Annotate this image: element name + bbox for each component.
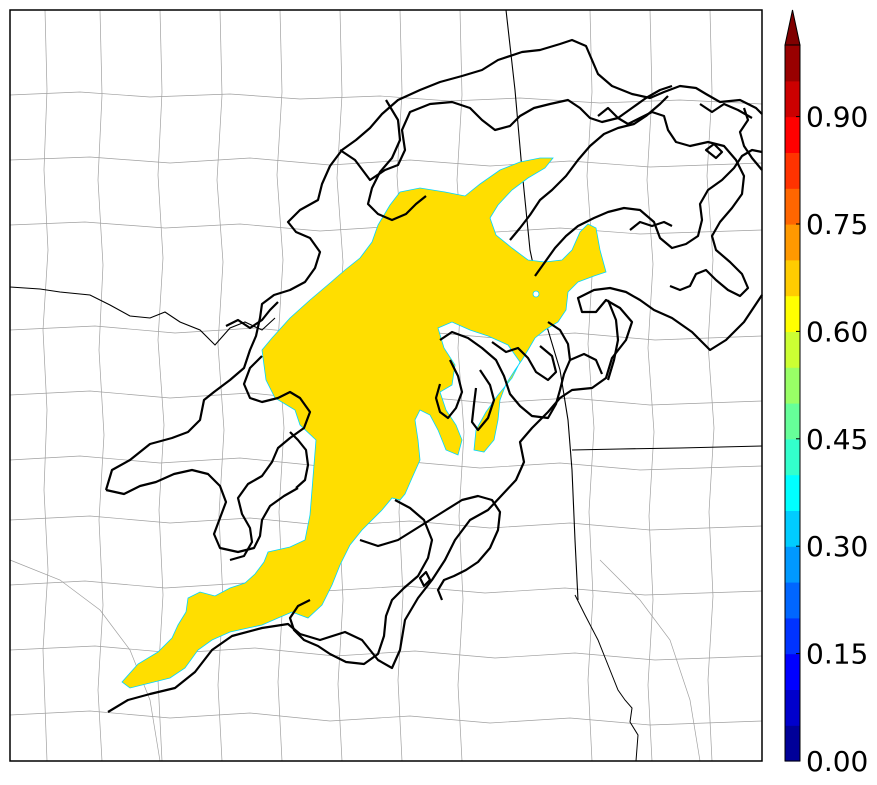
colorbar-level-17 [785,116,800,153]
colorbar-tick-label: 0.90 [806,101,868,134]
colorbar-swatches [785,45,800,762]
map-panel [9,9,763,762]
shaded-field-hole [532,290,540,298]
colorbar-tick-label: 0.45 [806,423,868,456]
colorbar-level-11 [785,331,800,368]
colorbar-level-18 [785,80,800,118]
colorbar-level-12 [785,295,800,332]
colorbar-level-6 [785,510,800,547]
colorbar-tick-label: 0.00 [806,745,868,778]
state-boundaries [9,9,763,601]
colorbar-level-4 [785,582,800,619]
colorbar-level-15 [785,188,800,225]
colorbar-level-19 [785,45,800,82]
river [574,594,639,762]
colorbar-tick-label: 0.30 [806,530,868,563]
colorbar-level-8 [785,438,800,476]
colorbar-level-7 [785,474,800,511]
colorbar-ticks: 0.00 0.15 0.30 0.45 0.60 0.75 0.90 [796,101,868,778]
colorbar-level-10 [785,367,800,404]
colorbar-level-0 [785,725,800,762]
contour-lines [104,38,763,713]
colorbar-level-5 [785,546,800,583]
colorbar: 0.00 0.15 0.30 0.45 0.60 0.75 0.90 [784,9,868,778]
colorbar-level-9 [785,403,800,440]
colorbar-tick-label: 0.15 [806,638,868,671]
colorbar-level-2 [785,653,800,690]
map-frame [9,9,763,762]
colorbar-level-3 [785,617,800,655]
shaded-probability-field [121,157,607,689]
colorbar-tick-label: 0.60 [806,315,868,348]
colorbar-extend-triangle [784,9,801,46]
colorbar-level-1 [785,689,800,726]
colorbar-level-16 [785,152,800,189]
colorbar-level-14 [785,224,800,261]
colorbar-tick-label: 0.75 [806,208,868,241]
colorbar-outline [784,44,801,762]
colorbar-level-13 [785,259,800,297]
